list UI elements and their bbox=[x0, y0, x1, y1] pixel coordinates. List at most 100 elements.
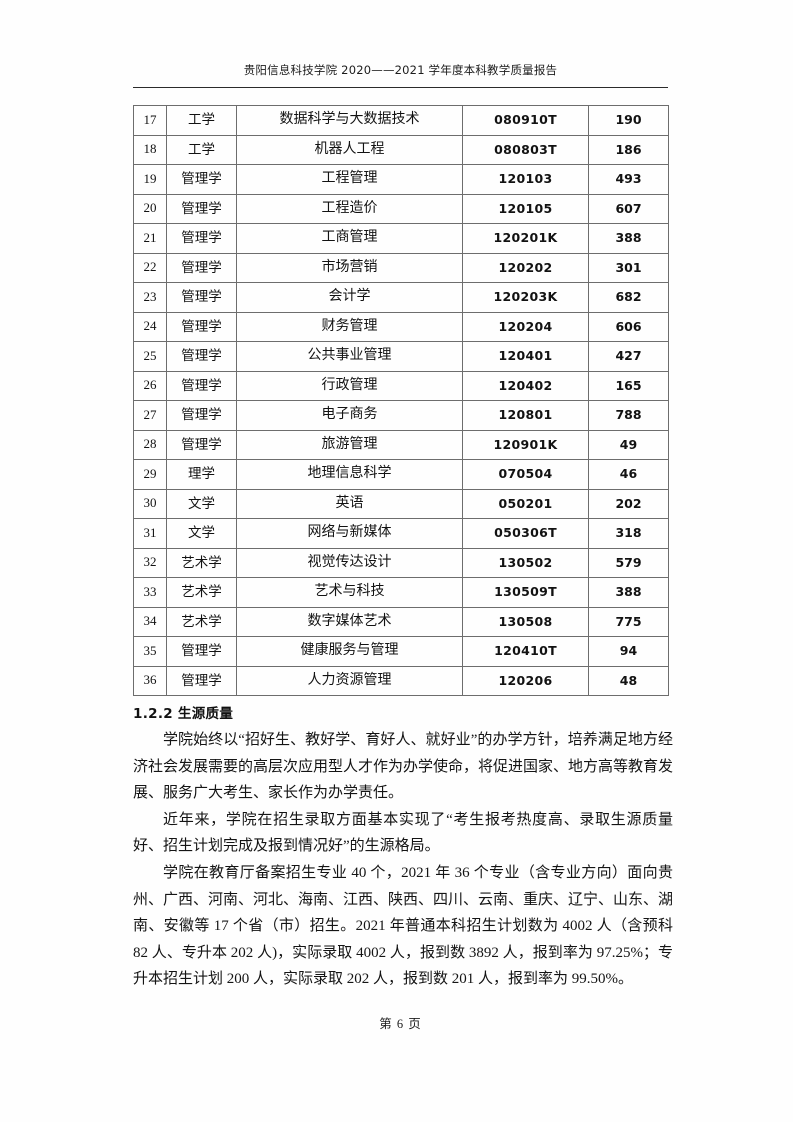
row-major-code: 050306T bbox=[462, 518, 589, 549]
row-major-code: 120105 bbox=[462, 193, 589, 224]
row-index: 20 bbox=[133, 193, 167, 224]
row-discipline: 艺术学 bbox=[166, 547, 237, 578]
row-major-code: 120801 bbox=[462, 400, 589, 431]
table-row: 26 管理学 行政管理 120402 165 bbox=[133, 370, 669, 401]
row-major-name: 公共事业管理 bbox=[236, 341, 463, 372]
row-student-count: 49 bbox=[588, 429, 669, 460]
row-index: 24 bbox=[133, 311, 167, 342]
row-discipline: 工学 bbox=[166, 105, 237, 136]
row-student-count: 318 bbox=[588, 518, 669, 549]
row-student-count: 46 bbox=[588, 459, 669, 490]
row-major-code: 130508 bbox=[462, 606, 589, 637]
majors-enrollment-table: 17 工学 数据科学与大数据技术 080910T 190 18 工学 机器人工程 080803T… bbox=[133, 105, 669, 696]
row-student-count: 388 bbox=[588, 223, 669, 254]
row-student-count: 493 bbox=[588, 164, 669, 195]
row-major-name: 数据科学与大数据技术 bbox=[236, 105, 463, 136]
row-discipline: 管理学 bbox=[166, 193, 237, 224]
row-index: 30 bbox=[133, 488, 167, 519]
row-index: 17 bbox=[133, 105, 167, 136]
row-major-code: 050201 bbox=[462, 488, 589, 519]
row-discipline: 管理学 bbox=[166, 223, 237, 254]
row-major-code: 130502 bbox=[462, 547, 589, 578]
row-major-code: 120206 bbox=[462, 665, 589, 696]
majors-table-body: 17 工学 数据科学与大数据技术 080910T 190 18 工学 机器人工程 080803T… bbox=[133, 105, 669, 696]
table-row: 33 艺术学 艺术与科技 130509T 388 bbox=[133, 577, 669, 608]
page-footer: 第 6 页 bbox=[379, 1017, 422, 1031]
row-index: 19 bbox=[133, 164, 167, 195]
row-index: 29 bbox=[133, 459, 167, 490]
row-discipline: 艺术学 bbox=[166, 606, 237, 637]
row-student-count: 788 bbox=[588, 400, 669, 431]
table-row: 17 工学 数据科学与大数据技术 080910T 190 bbox=[133, 105, 669, 136]
row-major-code: 120410T bbox=[462, 636, 589, 667]
row-discipline: 管理学 bbox=[166, 665, 237, 696]
row-index: 33 bbox=[133, 577, 167, 608]
row-major-name: 机器人工程 bbox=[236, 134, 463, 165]
table-row: 19 管理学 工程管理 120103 493 bbox=[133, 164, 669, 195]
row-index: 18 bbox=[133, 134, 167, 165]
row-major-name: 网络与新媒体 bbox=[236, 518, 463, 549]
row-student-count: 682 bbox=[588, 282, 669, 313]
header-rule-divider bbox=[133, 87, 668, 88]
table-row: 18 工学 机器人工程 080803T 186 bbox=[133, 134, 669, 165]
table-row: 36 管理学 人力资源管理 120206 48 bbox=[133, 665, 669, 696]
row-index: 32 bbox=[133, 547, 167, 578]
row-index: 27 bbox=[133, 400, 167, 431]
row-student-count: 48 bbox=[588, 665, 669, 696]
row-discipline: 管理学 bbox=[166, 370, 237, 401]
section-body: 学院始终以“招好生、教好学、育好人、就好业”的办学方针，培养满足地方经济社会发展… bbox=[133, 727, 673, 993]
row-discipline: 管理学 bbox=[166, 400, 237, 431]
table-row: 21 管理学 工商管理 120201K 388 bbox=[133, 223, 669, 254]
table-row: 35 管理学 健康服务与管理 120410T 94 bbox=[133, 636, 669, 667]
row-discipline: 管理学 bbox=[166, 282, 237, 313]
row-major-code: 120204 bbox=[462, 311, 589, 342]
running-header: 贵阳信息科技学院 2020——2021 学年度本科教学质量报告 bbox=[243, 63, 558, 77]
row-discipline: 管理学 bbox=[166, 429, 237, 460]
row-major-code: 130509T bbox=[462, 577, 589, 608]
row-major-name: 工程造价 bbox=[236, 193, 463, 224]
row-major-code: 120202 bbox=[462, 252, 589, 283]
row-discipline: 管理学 bbox=[166, 341, 237, 372]
row-discipline: 管理学 bbox=[166, 311, 237, 342]
row-discipline: 文学 bbox=[166, 488, 237, 519]
row-student-count: 94 bbox=[588, 636, 669, 667]
row-index: 31 bbox=[133, 518, 167, 549]
row-major-code: 120201K bbox=[462, 223, 589, 254]
table-row: 20 管理学 工程造价 120105 607 bbox=[133, 193, 669, 224]
row-student-count: 579 bbox=[588, 547, 669, 578]
row-major-name: 电子商务 bbox=[236, 400, 463, 431]
table-row: 28 管理学 旅游管理 120901K 49 bbox=[133, 429, 669, 460]
table-row: 34 艺术学 数字媒体艺术 130508 775 bbox=[133, 606, 669, 637]
row-major-name: 数字媒体艺术 bbox=[236, 606, 463, 637]
row-student-count: 165 bbox=[588, 370, 669, 401]
table-row: 22 管理学 市场营销 120202 301 bbox=[133, 252, 669, 283]
table-row: 30 文学 英语 050201 202 bbox=[133, 488, 669, 519]
row-student-count: 388 bbox=[588, 577, 669, 608]
row-major-code: 080803T bbox=[462, 134, 589, 165]
row-index: 21 bbox=[133, 223, 167, 254]
row-major-name: 工程管理 bbox=[236, 164, 463, 195]
table-row: 25 管理学 公共事业管理 120401 427 bbox=[133, 341, 669, 372]
row-student-count: 775 bbox=[588, 606, 669, 637]
row-major-name: 工商管理 bbox=[236, 223, 463, 254]
row-major-name: 旅游管理 bbox=[236, 429, 463, 460]
row-major-name: 健康服务与管理 bbox=[236, 636, 463, 667]
row-discipline: 文学 bbox=[166, 518, 237, 549]
table-row: 24 管理学 财务管理 120204 606 bbox=[133, 311, 669, 342]
row-major-code: 080910T bbox=[462, 105, 589, 136]
table-row: 23 管理学 会计学 120203K 682 bbox=[133, 282, 669, 313]
table-row: 29 理学 地理信息科学 070504 46 bbox=[133, 459, 669, 490]
row-index: 22 bbox=[133, 252, 167, 283]
row-student-count: 606 bbox=[588, 311, 669, 342]
row-index: 26 bbox=[133, 370, 167, 401]
row-major-name: 视觉传达设计 bbox=[236, 547, 463, 578]
row-major-name: 会计学 bbox=[236, 282, 463, 313]
row-index: 23 bbox=[133, 282, 167, 313]
row-index: 28 bbox=[133, 429, 167, 460]
row-discipline: 管理学 bbox=[166, 252, 237, 283]
table-row: 27 管理学 电子商务 120801 788 bbox=[133, 400, 669, 431]
table-row: 32 艺术学 视觉传达设计 130502 579 bbox=[133, 547, 669, 578]
row-major-name: 财务管理 bbox=[236, 311, 463, 342]
row-student-count: 186 bbox=[588, 134, 669, 165]
paragraph: 学院在教育厅备案招生专业 40 个，2021 年 36 个专业（含专业方向）面向… bbox=[133, 864, 674, 988]
